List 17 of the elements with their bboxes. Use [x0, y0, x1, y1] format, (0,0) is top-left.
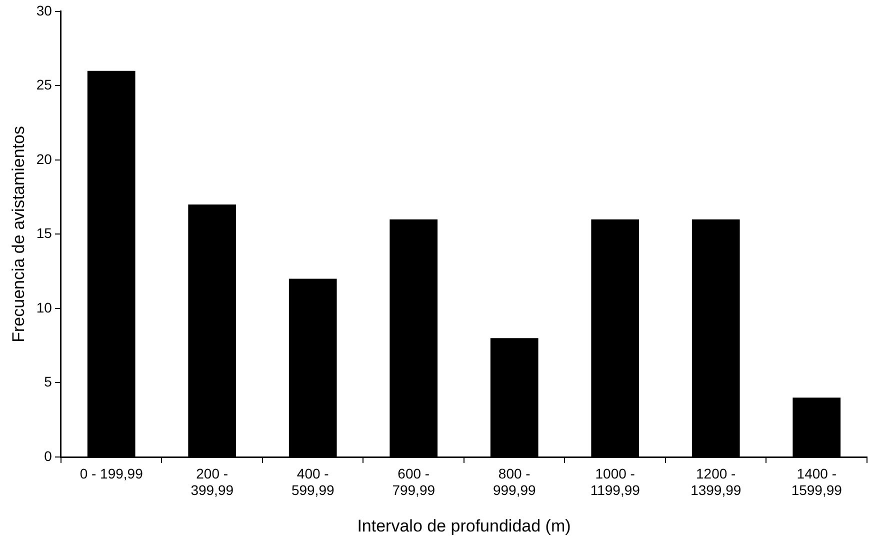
y-tick-label: 10 — [36, 299, 52, 316]
y-axis-title: Frecuencia de avistamientos — [8, 126, 28, 342]
y-tick-label: 25 — [36, 76, 52, 93]
x-tick-label: 400 - 599,99 — [291, 465, 334, 498]
x-axis-title: Intervalo de profundidad (m) — [357, 516, 571, 536]
x-tick-label: 600 - 799,99 — [392, 465, 436, 498]
x-tick-label: 1000 - 1199,99 — [590, 465, 640, 498]
y-tick-label: 15 — [36, 225, 52, 242]
y-tick-label: 20 — [36, 150, 52, 167]
x-tick-label: 800 - 999,99 — [492, 465, 536, 498]
x-tick-label: 1400 - 1599,99 — [791, 465, 842, 498]
y-tick-label: 0 — [44, 448, 52, 464]
x-tick-label: 1200 - 1399,99 — [690, 465, 742, 498]
y-tick-label: 30 — [36, 2, 52, 18]
x-tick-label: 200 - 399,99 — [190, 465, 234, 498]
y-tick-label: 5 — [44, 374, 52, 390]
x-tick-label: 0 - 199,99 — [80, 465, 144, 482]
